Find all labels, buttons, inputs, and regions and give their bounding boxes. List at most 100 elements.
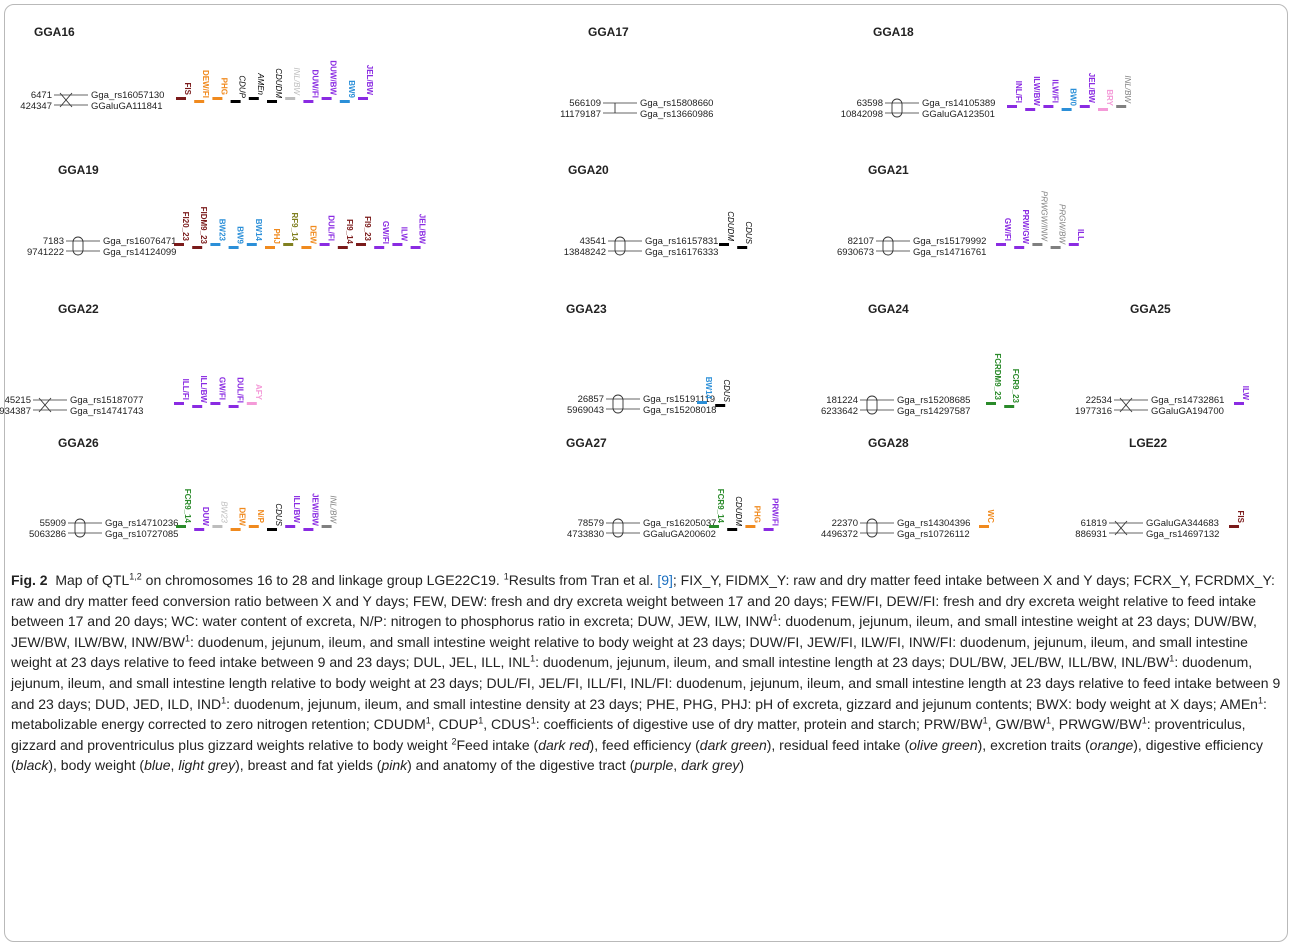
marker-name: Gga_rs14741743 <box>70 406 143 417</box>
caption-text: on chromosomes 16 to 28 and linkage grou… <box>141 572 504 588</box>
qtl-bar <box>1032 243 1043 246</box>
qtl-bar <box>267 100 277 103</box>
chromosome-title: GGA16 <box>34 25 75 39</box>
chromosome-segment <box>882 236 894 256</box>
qtl-bar <box>1050 246 1061 249</box>
qtl-bar <box>996 243 1006 246</box>
marker-name: Gga_rs16057130 <box>91 90 164 101</box>
footnote-mark: 1 <box>982 715 988 726</box>
marker-position: 181224 <box>826 395 858 406</box>
marker-position: 5063286 <box>29 529 66 540</box>
qtl-label: JEW/BW <box>310 493 319 526</box>
chromosome-title: GGA17 <box>588 25 629 39</box>
qtl-label: BW23 <box>219 501 228 523</box>
figure-caption: Fig. 2 Map of QTL1,2 on chromosomes 16 t… <box>11 570 1281 776</box>
qtl-label: PHG <box>219 78 228 95</box>
color-name: orange <box>1089 736 1134 753</box>
marker-position: 13848242 <box>564 247 606 258</box>
footnote-mark: 1 <box>503 571 509 582</box>
qtl-bar <box>697 401 707 404</box>
caption-text: ), feed efficiency ( <box>589 736 700 753</box>
qtl-label: INL/BW <box>329 495 338 524</box>
qtl-label: PRWGW/INW <box>1039 191 1048 243</box>
marker-position: 6930673 <box>837 247 874 258</box>
qtl-bar <box>1098 108 1108 111</box>
caption-text: : coefficients of digestive use of dry m… <box>535 716 983 733</box>
caption-text: : duodenum, jejunum, ileum, and small in… <box>535 654 1170 671</box>
qtl-bar <box>246 402 257 405</box>
marker-name: Gga_rs16205037 <box>643 518 716 529</box>
chromosome-title: LGE22 <box>1129 436 1167 450</box>
marker-name: Gga_rs15208685 <box>897 395 970 406</box>
qtl-label: DEW/FI <box>201 70 210 98</box>
qtl-label: ILW <box>1241 386 1250 401</box>
marker-name: Gga_rs14105389 <box>922 98 995 109</box>
caption-text: : proventriculus, gizzard and proventric… <box>11 716 1246 753</box>
qtl-bar <box>210 243 221 246</box>
qtl-label: CDUS <box>274 503 283 526</box>
color-name: olive green <box>909 736 978 753</box>
caption-text: : duodenum, jejunum, ileum, and small in… <box>226 695 1258 712</box>
qtl-label: FCR9_14 <box>716 489 725 524</box>
marker-position: 4733830 <box>567 529 604 540</box>
chromosome-title: GGA22 <box>58 302 99 316</box>
chromosome-segment <box>891 98 903 118</box>
color-name: purple <box>634 757 674 774</box>
caption-text: ), body weight ( <box>48 757 145 774</box>
qtl-label: ILW/FI <box>1050 79 1059 103</box>
marker-position: 3934387 <box>0 406 31 417</box>
marker-position: 1977316 <box>1075 406 1112 417</box>
qtl-label: FI20_23 <box>181 212 190 242</box>
chromosome-title: GGA28 <box>868 436 909 450</box>
marker-position: 26857 <box>578 394 604 405</box>
caption-text: , CDUP <box>430 716 479 733</box>
caption-text: , PRWGW/BW <box>1050 716 1142 733</box>
marker-position: 566109 <box>569 98 601 109</box>
marker-position: 55909 <box>40 518 66 529</box>
marker-name: Gga_rs10726112 <box>897 529 970 540</box>
qtl-label: GW/FI <box>1003 218 1012 241</box>
marker-name: GGaluGA111841 <box>91 101 162 112</box>
qtl-bar <box>194 528 205 531</box>
marker-position: 7183 <box>43 236 64 247</box>
qtl-label: PHJ <box>272 228 281 244</box>
footnote-mark: 1 <box>478 715 484 726</box>
qtl-bar <box>194 100 205 103</box>
qtl-label: RF9_14 <box>290 213 299 242</box>
qtl-bar <box>192 405 203 408</box>
qtl-label: FI9_14 <box>345 219 354 244</box>
marker-name: GGaluGA200602 <box>643 529 716 540</box>
marker-position: 11179187 <box>560 109 601 120</box>
footnote-mark: 1 <box>221 694 227 705</box>
caption-text: Results from Tran et al. <box>508 572 658 588</box>
qtl-bar <box>763 528 774 531</box>
qtl-bar <box>1061 108 1072 111</box>
qtl-bar <box>1079 105 1090 108</box>
marker-position: 63598 <box>857 98 883 109</box>
qtl-label: CDUDM <box>734 496 743 526</box>
footnote-mark: 1 <box>1141 715 1147 726</box>
chromosome-segment <box>1119 397 1133 413</box>
chromosome-title: GGA18 <box>873 25 914 39</box>
marker-name: Gga_rs14716761 <box>913 247 986 258</box>
qtl-label: CDUDM <box>726 211 735 241</box>
footnote-mark: 1 <box>1257 694 1263 705</box>
qtl-bar <box>1004 405 1015 408</box>
qtl-label: BW9 <box>347 80 356 98</box>
caption-text: ), digestive efficiency ( <box>11 736 1263 774</box>
marker-position: 5969043 <box>567 405 604 416</box>
chromosome-segment <box>38 397 52 413</box>
marker-name: Gga_rs14697132 <box>1146 529 1219 540</box>
caption-text: : duodenum, jejunum, ileum, and small in… <box>11 633 1248 671</box>
caption-text: , <box>673 757 682 774</box>
caption-text: : duodenum, jejunum, ileum, and small in… <box>11 613 1257 650</box>
footnote-mark: 1,2 <box>129 571 142 582</box>
chromosome-title: GGA20 <box>568 163 609 177</box>
marker-position: 78579 <box>578 518 604 529</box>
chromosome-segment <box>1114 520 1128 536</box>
reference-link[interactable]: [9] <box>657 572 673 588</box>
chromosome-title: GGA24 <box>868 302 909 316</box>
qtl-bar <box>248 97 259 100</box>
footnote-mark: 2 <box>451 736 457 747</box>
qtl-label: FI9_23 <box>363 216 372 241</box>
